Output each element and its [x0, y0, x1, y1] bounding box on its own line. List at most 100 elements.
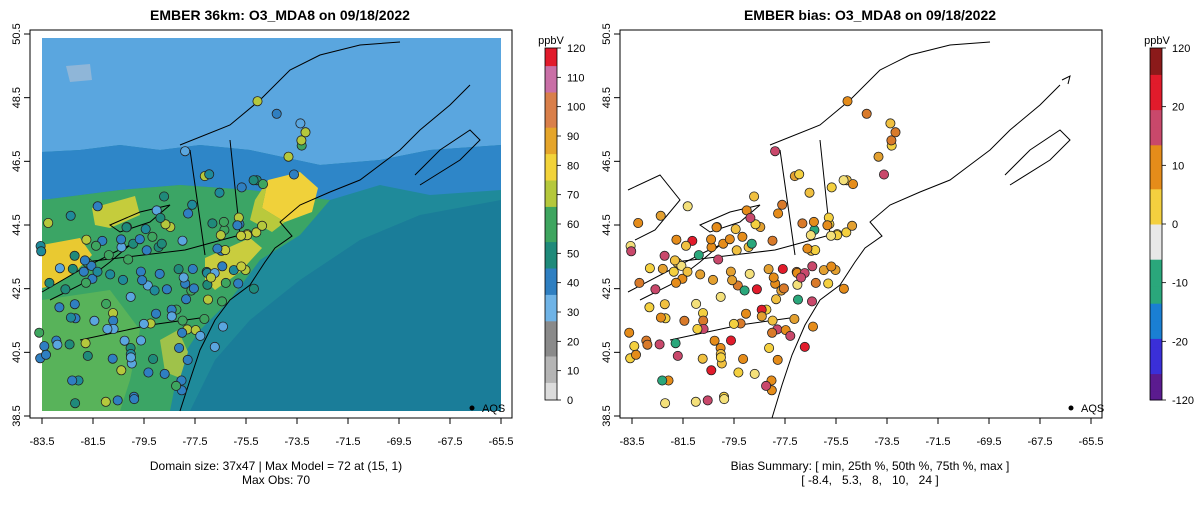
left-colorbar-tick-label: 20: [567, 336, 579, 348]
right-aqs-site: [749, 368, 760, 379]
right-aqs-site: [698, 315, 709, 326]
left-aqs-site: [69, 299, 80, 310]
left-model-field: [42, 38, 501, 411]
right-y-axis: 38.5 40.5 42.5 44.5 46.5 48.5 50.5: [601, 23, 620, 427]
right-colorbar-tick-label: 10: [1172, 160, 1184, 172]
left-aqs-site: [187, 263, 198, 274]
right-aqs-site: [768, 272, 779, 283]
left-caption-line2: Max Obs: 70: [242, 473, 310, 487]
right-aqs-site: [730, 224, 741, 235]
left-aqs-site: [257, 220, 268, 231]
left-aqs-site: [52, 339, 63, 350]
right-x-tick-label: -71.5: [925, 436, 950, 448]
right-colorbar-ticks: -120 -20 -10 0 10 20 120: [1162, 43, 1194, 407]
left-colorbar-tick-label: 120: [567, 43, 585, 55]
right-colorbar-block: [1150, 100, 1162, 111]
right-x-tick-label: -73.5: [874, 436, 899, 448]
left-aqs-sites: [34, 96, 311, 409]
left-colorbar-block: [545, 171, 557, 181]
left-colorbar-tick-label: 90: [567, 131, 579, 143]
left-aqs-site: [209, 341, 220, 352]
left-aqs-site: [232, 220, 243, 231]
left-aqs-site: [54, 263, 65, 274]
left-aqs-site: [150, 308, 161, 319]
left-aqs-site: [159, 368, 170, 379]
right-y-tick-label: 40.5: [601, 342, 613, 363]
left-aqs-site: [129, 394, 140, 405]
right-colorbar-block: [1150, 329, 1162, 339]
left-model-hotspot-maine-edge: [250, 180, 285, 232]
right-aqs-site: [767, 327, 778, 338]
left-aqs-site: [86, 260, 97, 271]
left-aqs-site: [36, 246, 47, 257]
left-y-tick-label: 50.5: [11, 23, 23, 44]
left-aqs-site: [156, 238, 167, 249]
left-aqs-site: [154, 268, 165, 279]
right-aqs-site: [885, 118, 896, 129]
left-colorbar-tick-label: 100: [567, 102, 585, 114]
right-aqs-site: [761, 380, 772, 391]
left-aqs-site: [118, 274, 129, 285]
right-aqs-site: [697, 353, 708, 364]
right-colorbar-block: [1150, 74, 1162, 84]
right-colorbar-block: [1150, 56, 1162, 67]
left-aqs-site: [236, 182, 247, 193]
right-aqs-site: [733, 367, 744, 378]
right-aqs-site: [785, 330, 796, 341]
left-colorbar-tick-label: 50: [567, 248, 579, 260]
right-aqs-site: [794, 169, 805, 180]
right-aqs-site: [746, 238, 757, 249]
right-aqs-site: [702, 395, 713, 406]
right-y-tick-label: 46.5: [601, 151, 613, 172]
left-aqs-site: [82, 350, 93, 361]
right-aqs-site: [668, 266, 679, 277]
right-aqs-site: [802, 243, 813, 254]
right-aqs-site: [808, 321, 819, 332]
right-aqs-site: [659, 299, 670, 310]
left-plot-frame: [29, 29, 513, 419]
right-aqs-site: [823, 278, 834, 289]
right-colorbar-block: [1150, 364, 1162, 375]
right-aqs-site: [808, 216, 819, 227]
left-colorbar-block: [545, 197, 557, 207]
right-aqs-site: [713, 254, 724, 265]
left-colorbar-tick-label: 70: [567, 190, 579, 202]
left-model-low-zone: [42, 38, 501, 165]
left-y-tick-label: 38.5: [11, 405, 23, 426]
left-aqs-site: [125, 291, 136, 302]
right-aqs-site: [772, 354, 783, 365]
right-aqs-site: [657, 375, 668, 386]
right-aqs-site: [744, 268, 755, 279]
right-aqs-site: [841, 227, 852, 238]
right-aqs-site: [681, 240, 692, 251]
left-y-tick-label: 40.5: [11, 342, 23, 363]
right-colorbar-block: [1150, 162, 1162, 172]
right-colorbar-unit: ppbV: [1144, 35, 1170, 47]
right-colorbar-block: [1150, 197, 1162, 207]
right-colorbar-tick-label: -20: [1172, 336, 1188, 348]
right-aqs-site: [660, 398, 671, 409]
right-aqs-site: [644, 263, 655, 274]
left-atlantic-coast: [179, 84, 471, 412]
left-colorbar-block: [545, 188, 557, 199]
left-colorbar-tick-label: 0: [567, 395, 573, 407]
right-colorbar-block: [1150, 171, 1162, 181]
right-y-tick-label: 48.5: [601, 87, 613, 108]
right-y-tick-label: 50.5: [601, 23, 613, 44]
left-y-tick-label: 42.5: [11, 278, 23, 299]
left-aqs-legend: AQS: [469, 403, 505, 415]
left-aqs-site: [166, 311, 177, 322]
right-aqs-site: [634, 277, 645, 288]
right-aqs-site: [861, 108, 872, 119]
right-aqs-site: [807, 296, 818, 307]
right-aqs-site: [731, 245, 742, 256]
right-colorbar-block: [1150, 92, 1162, 102]
right-aqs-site: [644, 302, 655, 313]
right-aqs-site: [631, 349, 642, 360]
right-y-tick-label: 42.5: [601, 278, 613, 299]
left-aqs-site: [34, 327, 45, 338]
left-colorbar-block: [545, 100, 557, 111]
left-panel-title: EMBER 36km: O3_MDA8 on 09/18/2022: [150, 7, 410, 23]
left-aqs-site: [182, 354, 193, 365]
right-colorbar-block: [1150, 215, 1162, 225]
